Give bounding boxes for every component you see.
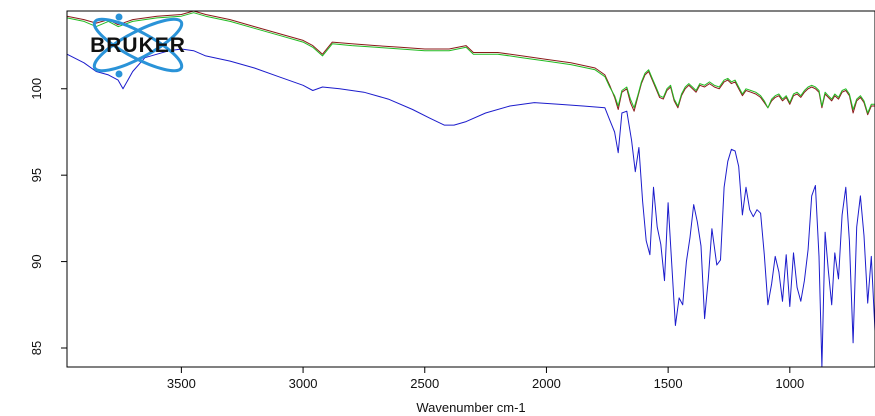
y-tick-label: 95 bbox=[29, 168, 44, 182]
x-tick-label: 3500 bbox=[167, 376, 196, 391]
series-line-0 bbox=[66, 48, 875, 368]
bruker-logo: BRUKER bbox=[90, 13, 186, 78]
y-tick-label: 90 bbox=[29, 254, 44, 268]
bruker-atom-logo-icon bbox=[92, 13, 184, 78]
bruker-logo-text: BRUKER bbox=[90, 34, 186, 57]
series-line-2 bbox=[66, 12, 875, 114]
y-tick-label: 85 bbox=[29, 341, 44, 355]
series-layer bbox=[66, 10, 875, 368]
series-line-1 bbox=[66, 10, 875, 116]
y-axis: 85 90 95 100 bbox=[29, 78, 67, 355]
x-axis-label: Wavenumber cm-1 bbox=[416, 400, 525, 415]
x-tick-label: 1500 bbox=[654, 376, 683, 391]
x-tick-label: 1000 bbox=[775, 376, 804, 391]
plot-frame bbox=[66, 10, 875, 368]
x-tick-label: 3000 bbox=[289, 376, 318, 391]
x-tick-label: 2500 bbox=[410, 376, 439, 391]
x-axis: 3500 3000 2500 2000 1500 1000 bbox=[167, 367, 804, 391]
x-tick-label: 2000 bbox=[532, 376, 561, 391]
y-tick-label: 100 bbox=[29, 78, 44, 100]
